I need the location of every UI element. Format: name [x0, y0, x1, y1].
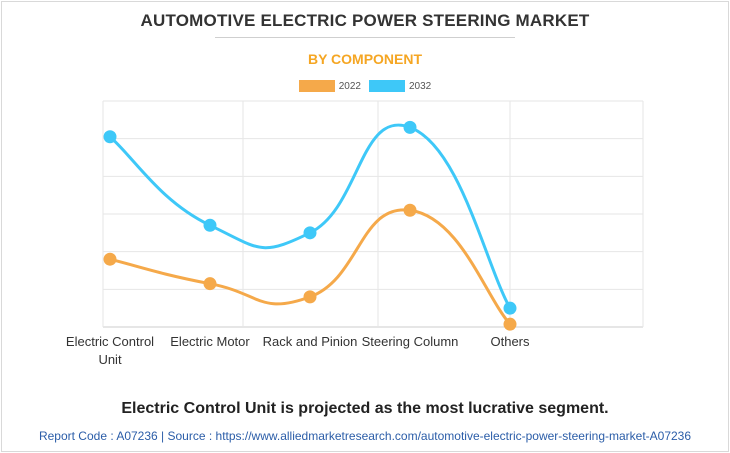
x-tick-label: Electric Control Unit — [66, 334, 154, 367]
x-tick-labels: Electric Control Unit Electric Motor Rack a… — [66, 334, 530, 367]
data-point-2032-4[interactable] — [403, 120, 417, 134]
x-tick-label: Steering Column — [362, 334, 459, 349]
legend-swatch-2032 — [369, 80, 405, 92]
data-point-2032-3[interactable] — [303, 226, 317, 240]
series-line-2032 — [108, 123, 512, 310]
legend-item-2022[interactable]: 2022 — [298, 80, 361, 92]
data-point-2022-5[interactable] — [503, 317, 517, 331]
chart-subtitle: BY COMPONENT — [307, 51, 423, 67]
data-point-2022-3[interactable] — [303, 290, 317, 304]
legend-swatch-2022 — [298, 80, 335, 92]
gridlines — [102, 100, 644, 328]
series-2022 — [103, 203, 517, 331]
data-point-2032-1[interactable] — [103, 130, 117, 144]
chart-title: AUTOMOTIVE ELECTRIC POWER STEERING MARKE… — [140, 11, 590, 30]
data-point-2032-2[interactable] — [203, 218, 217, 232]
data-point-2022-1[interactable] — [103, 252, 117, 266]
x-tick-label: Rack and Pinion — [263, 334, 358, 349]
footer-source: Report Code : A07236 | Source : https://… — [38, 429, 692, 443]
data-point-2032-5[interactable] — [503, 301, 517, 315]
data-point-2022-2[interactable] — [203, 277, 217, 291]
legend-item-2032[interactable]: 2032 — [369, 80, 431, 92]
x-tick-label: Electric Motor — [170, 334, 250, 349]
title-divider — [215, 37, 515, 38]
footer-headline: Electric Control Unit is projected as th… — [121, 400, 609, 417]
legend-label-2032: 2032 — [409, 80, 432, 92]
x-tick-label: Others — [490, 334, 530, 349]
data-point-2022-4[interactable] — [403, 203, 417, 217]
legend-label-2022: 2022 — [338, 80, 361, 92]
series-2032 — [103, 120, 517, 315]
legend: 2022 2032 — [0, 80, 730, 92]
series-line-2022 — [108, 208, 512, 326]
